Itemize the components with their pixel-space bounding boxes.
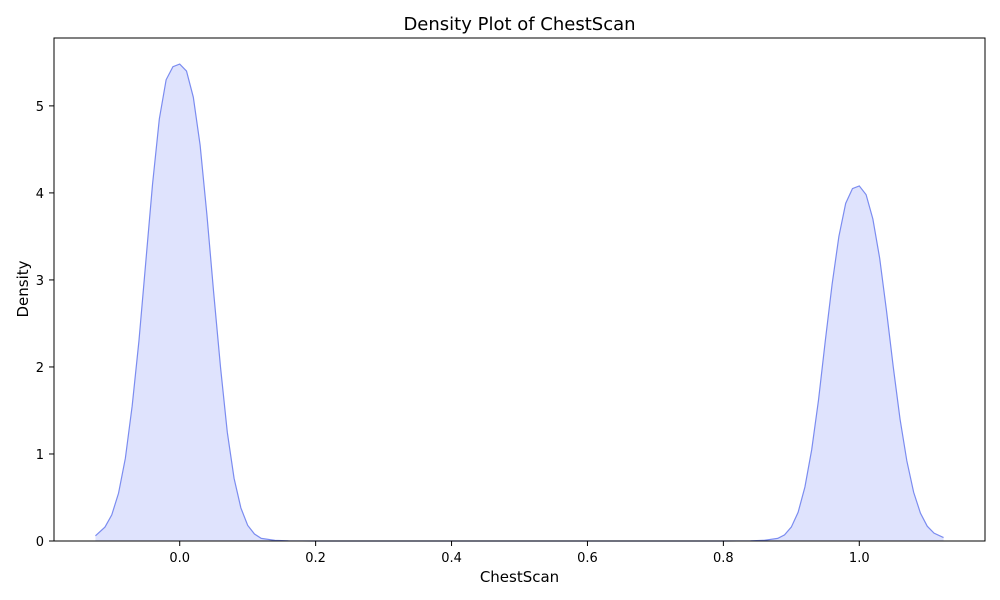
x-tick-label: 0.8 [713,551,734,566]
plot-frame [53,37,986,542]
x-tick-label: 0.2 [305,551,326,566]
x-tick-label: 0.0 [169,551,190,566]
x-tick-label: 1.0 [849,551,870,566]
y-tick-label: 3 [36,274,44,289]
x-tick-label: 0.4 [441,551,462,566]
x-axis: 0.0 0.2 0.4 0.6 0.8 1.0 [169,541,870,566]
x-tick-label: 0.6 [577,551,598,566]
y-tick-label: 4 [36,187,44,202]
y-axis: 0 1 2 3 4 5 [36,100,54,550]
chart-title: Density Plot of ChestScan [403,14,635,35]
y-tick-label: 1 [36,448,44,463]
y-tick-label: 0 [36,535,44,550]
density-area-fill [95,64,944,542]
y-tick-label: 2 [36,361,44,376]
y-tick-label: 5 [36,100,44,115]
x-axis-label: ChestScan [480,568,559,586]
y-axis-label: Density [14,260,32,317]
